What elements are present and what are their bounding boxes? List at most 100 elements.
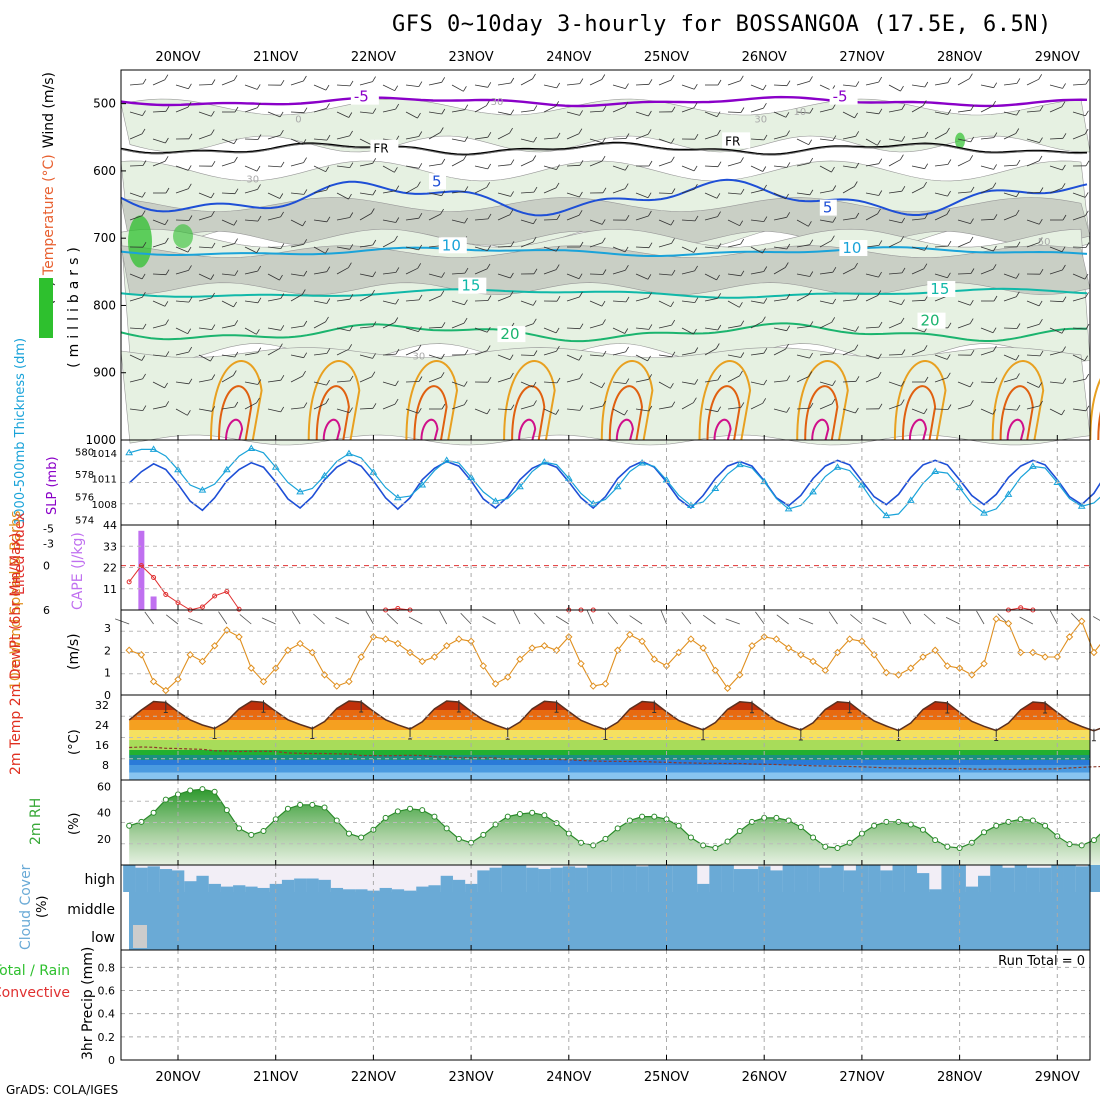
- wind-barb-flag: [992, 264, 997, 270]
- wind10m-barb: [261, 617, 276, 625]
- wind-barb-flag: [233, 138, 238, 144]
- y-tick-label: 700: [93, 231, 116, 245]
- wind10m-marker: [504, 673, 512, 681]
- wind-barb-flag: [809, 239, 814, 245]
- wind-barb: [934, 111, 948, 115]
- temp-unit: (°C): [67, 729, 82, 755]
- wind10m-marker: [1065, 633, 1074, 641]
- wind-barb-flag: [624, 183, 629, 189]
- wind-barb-flag: [188, 346, 193, 353]
- wind-barb-flag: [372, 76, 376, 82]
- wind-barb-flag: [831, 317, 836, 323]
- wind-barb-flag: [210, 355, 214, 362]
- wind-barb-flag: [234, 270, 239, 276]
- wind-barb: [313, 246, 326, 254]
- wind-barb: [129, 296, 143, 302]
- wind-barb-flag: [187, 410, 191, 416]
- cloud-high-bar: [733, 869, 747, 892]
- cape-ylabel: CAPE (J/kg): [70, 532, 86, 610]
- rh2m-marker: [309, 801, 316, 808]
- wind-barb-flag: [1016, 109, 1020, 116]
- wind-barb: [566, 296, 580, 302]
- wind-barb: [175, 246, 189, 253]
- wind-barb-flag: [257, 379, 262, 385]
- cloud-high-bar: [1051, 865, 1064, 892]
- wind-barb-flag: [555, 101, 560, 107]
- wind-barb: [336, 246, 350, 250]
- wind-barb: [1026, 242, 1040, 248]
- wind-barb: [520, 300, 534, 306]
- cloud-high-bar: [416, 886, 429, 892]
- wind-barb-flag: [716, 111, 721, 117]
- wind-barb-flag: [141, 355, 146, 361]
- wind-barb-flag: [1016, 323, 1021, 329]
- wind-barb: [244, 165, 258, 172]
- wind10m-marker: [943, 662, 952, 670]
- wind-barb: [152, 273, 167, 276]
- wind-barb-flag: [671, 269, 676, 276]
- wind-barb-flag: [670, 383, 674, 389]
- wind-barb: [451, 84, 464, 92]
- wind-barb-flag: [533, 400, 537, 406]
- rh2m-marker: [602, 835, 609, 842]
- wind-barb-flag: [464, 349, 469, 356]
- rh2m-marker: [712, 845, 719, 851]
- isotherm-label: 5: [432, 172, 442, 190]
- wind-barb: [796, 326, 810, 329]
- wind-barb: [865, 354, 879, 360]
- wind-barb: [750, 352, 764, 356]
- wind-barb: [934, 214, 947, 221]
- rh-label: 30: [412, 351, 425, 362]
- wind-barb-flag: [1038, 382, 1043, 388]
- wind-barb: [428, 295, 442, 302]
- wind-barb: [727, 354, 741, 358]
- wind-barb-flag: [763, 216, 768, 222]
- temp-line: [128, 700, 1100, 732]
- wind-barb-flag: [648, 160, 653, 167]
- wind-barb: [1049, 137, 1064, 140]
- wind-barb-flag: [1062, 83, 1066, 89]
- surface-isotherm-25: [698, 360, 752, 441]
- wind-barb: [336, 111, 349, 118]
- wind-barb: [543, 137, 558, 140]
- wind-barb: [497, 273, 511, 279]
- wind-barb-flag: [188, 83, 192, 90]
- wind-barb-flag: [486, 100, 490, 106]
- wind-barb-flag: [993, 214, 998, 220]
- wind-barb: [727, 300, 740, 308]
- slp-marker: [125, 448, 134, 456]
- wind-barb: [359, 81, 373, 86]
- wind-barb-flag: [349, 375, 354, 382]
- cloud-high-bar: [538, 869, 551, 892]
- wind-barb-flag: [441, 322, 446, 328]
- wind-barb-flag: [1084, 355, 1089, 361]
- cape-tick: 44: [103, 519, 117, 532]
- wind-barb: [1003, 327, 1018, 329]
- wind-barb: [1049, 165, 1063, 171]
- wind-barb: [612, 84, 626, 89]
- wind-barb: [152, 405, 166, 410]
- wind-barb: [290, 325, 304, 329]
- wind-barb-flag: [784, 262, 789, 268]
- lifted-tick: -5: [43, 523, 54, 536]
- wind-barb-flag: [969, 155, 974, 161]
- wind10m-marker: [455, 635, 463, 643]
- cloud-high-bar: [636, 866, 649, 892]
- wind-barb: [152, 300, 166, 307]
- wind-barb-flag: [579, 323, 584, 329]
- wind-barb-flag: [878, 108, 883, 115]
- wind-barb-flag: [487, 245, 491, 251]
- wind-barb: [359, 244, 373, 248]
- wind-barb: [474, 218, 489, 221]
- rh2m-marker: [345, 830, 352, 837]
- cloud-level-label: high: [84, 872, 115, 888]
- wind-barb: [635, 378, 649, 383]
- wind-barb: [267, 298, 281, 302]
- wind-barb: [520, 160, 533, 167]
- cloud-high-bar: [868, 865, 881, 892]
- wind-barb-flag: [532, 300, 537, 306]
- wind-barb: [152, 381, 165, 389]
- wind10m-barb: [335, 617, 350, 625]
- cloud-high-bar: [562, 866, 576, 892]
- wind-barb-flag: [969, 299, 974, 306]
